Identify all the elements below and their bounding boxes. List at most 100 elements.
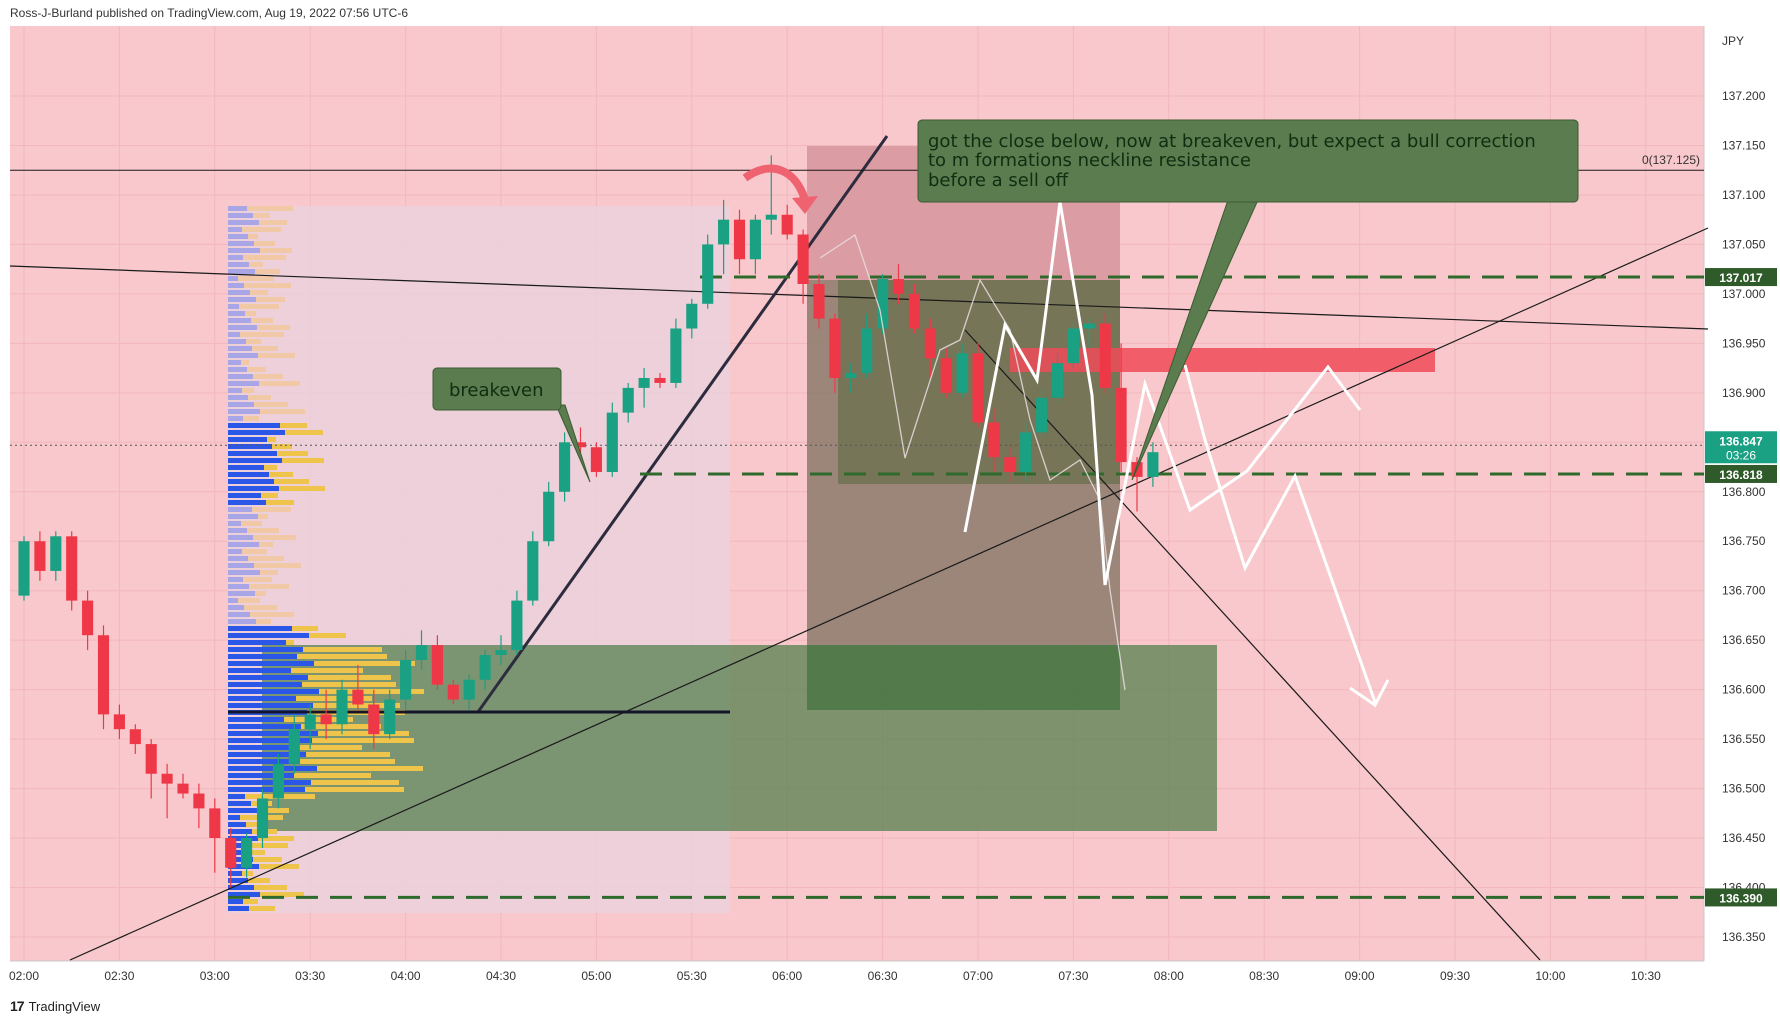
volume-bar-buy: [228, 584, 249, 589]
volume-bar-buy: [228, 409, 260, 414]
volume-bar-buy: [228, 276, 238, 281]
volume-bar-buy: [228, 738, 312, 743]
volume-bar-buy: [228, 787, 305, 792]
volume-bar-buy: [228, 773, 294, 778]
candle-body-down: [225, 838, 237, 868]
candle-body-down: [590, 447, 602, 472]
volume-bar-buy: [228, 759, 300, 764]
volume-bar-sell: [242, 871, 253, 876]
candle-body-down: [113, 714, 125, 730]
candle-body-up: [606, 412, 618, 472]
volume-bar-buy: [228, 486, 279, 491]
volume-bar-buy: [228, 626, 292, 631]
volume-bar-buy: [228, 689, 319, 694]
time-tick-label: 05:30: [677, 969, 707, 983]
time-tick-label: 09:30: [1440, 969, 1470, 983]
volume-bar-buy: [228, 367, 247, 372]
volume-bar-sell: [246, 822, 260, 827]
volume-bar-sell: [272, 444, 292, 449]
volume-bar-sell: [253, 535, 296, 540]
candle-body-down: [908, 293, 920, 329]
volume-bar-sell: [243, 416, 259, 421]
volume-bar-sell: [318, 731, 409, 736]
volume-bar-sell: [247, 206, 293, 211]
candle-body-down: [988, 422, 1000, 458]
volume-bar-sell: [267, 437, 276, 442]
volume-bar-sell: [238, 276, 274, 281]
volume-bar-sell: [285, 430, 323, 435]
volume-bar-buy: [228, 402, 254, 407]
volume-bar-sell: [260, 409, 305, 414]
volume-bar-buy: [228, 745, 289, 750]
volume-bar-buy: [228, 458, 282, 463]
volume-bar-sell: [242, 549, 267, 554]
volume-bar-buy: [228, 255, 243, 260]
candle-body-down: [654, 377, 666, 383]
volume-bar-sell: [294, 773, 371, 778]
level-price-badge: [1705, 888, 1777, 907]
volume-bar-sell: [259, 542, 273, 547]
volume-bar-buy: [228, 808, 257, 813]
price-levels: 0(137.125): [10, 153, 1704, 899]
volume-bar-sell: [252, 507, 291, 512]
sell-off-projection-path: [1183, 364, 1377, 703]
volume-bar-buy: [228, 724, 301, 729]
candle-body-up: [479, 655, 491, 680]
volume-bar-buy: [228, 248, 260, 253]
volume-bar-sell: [243, 255, 286, 260]
volume-bar-buy: [228, 612, 250, 617]
candle-body-down: [1115, 387, 1127, 463]
uptrend-channel-line: [476, 135, 889, 713]
volume-bar-sell: [255, 269, 280, 274]
time-tick-label: 04:00: [391, 969, 421, 983]
candle-body-up: [1067, 328, 1079, 364]
volume-bar-buy: [228, 444, 272, 449]
candle-body-up: [877, 279, 889, 329]
candle-body-up: [304, 714, 316, 730]
volume-bar-buy: [228, 465, 264, 470]
volume-bar-sell: [269, 472, 293, 477]
volume-bar-sell: [253, 213, 270, 218]
volume-bar-buy: [228, 661, 314, 666]
price-tick-label: 137.100: [1722, 188, 1766, 202]
volume-bar-sell: [240, 332, 284, 337]
note-line-1: got the close below, now at breakeven, b…: [928, 131, 1536, 152]
time-axis-background: [0, 961, 1780, 989]
candle-body-up: [336, 689, 348, 725]
time-tick-label: 08:00: [1154, 969, 1184, 983]
candle-body-up: [686, 303, 698, 329]
currency-label: JPY: [1722, 34, 1744, 48]
price-tick-label: 136.900: [1722, 386, 1766, 400]
candle-body-down: [924, 328, 936, 359]
volume-bar-sell: [239, 304, 279, 309]
candle-body-up: [765, 214, 777, 220]
volume-bar-buy: [228, 647, 303, 652]
candle-countdown-label: 03:26: [1726, 448, 1756, 462]
volume-bar-sell: [256, 297, 285, 302]
candle-body-up: [241, 838, 253, 868]
volume-bar-buy: [228, 493, 261, 498]
volume-bar-buy: [228, 395, 248, 400]
candle-body-up: [384, 699, 396, 735]
volume-bar-buy: [228, 815, 240, 820]
volume-bar-sell: [292, 626, 318, 631]
volume-bar-buy: [228, 227, 242, 232]
downward-trend-line: [9, 265, 1709, 330]
candle-body-up: [670, 328, 682, 383]
volume-bar-sell: [257, 325, 290, 330]
volume-bar-buy: [228, 570, 260, 575]
volume-bar-sell: [250, 290, 268, 295]
time-axis-ticks: 02:00 02:30 03:00 03:30 04:00 04:30 05:00 05:30…: [9, 969, 1661, 983]
time-tick-label: 07:30: [1058, 969, 1088, 983]
curved-arrow-head-icon: [792, 196, 818, 214]
candle-body-up: [1036, 397, 1048, 433]
volume-bar-sell: [243, 899, 258, 904]
volume-bar-buy: [228, 731, 318, 736]
volume-bar-buy: [228, 269, 255, 274]
volume-bar-sell: [282, 458, 324, 463]
volume-bar-buy: [228, 542, 259, 547]
volume-bar-buy: [228, 675, 308, 680]
volume-bar-buy: [228, 605, 244, 610]
